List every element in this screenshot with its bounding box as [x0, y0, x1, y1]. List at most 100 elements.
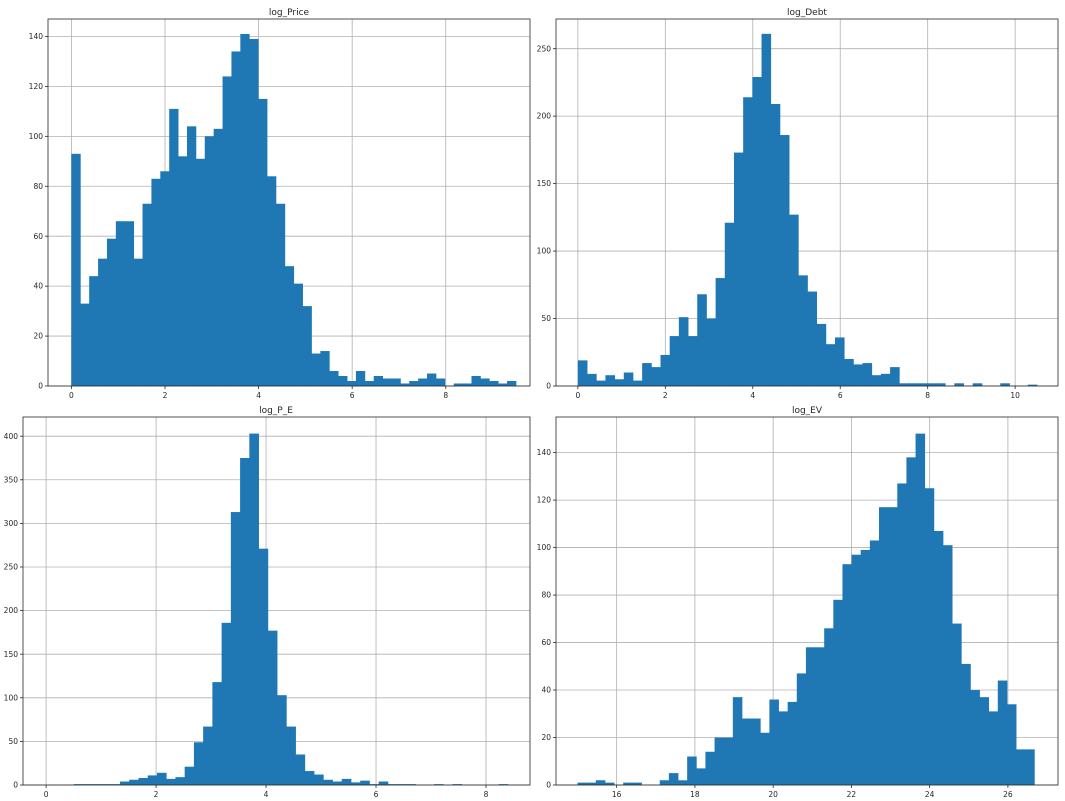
histogram-bar	[879, 507, 889, 785]
histogram-bar	[193, 742, 204, 785]
histogram-bar	[778, 711, 789, 785]
histogram-bar	[706, 318, 717, 386]
histogram-bar	[961, 663, 971, 785]
histogram-bar	[240, 457, 250, 785]
y-tick-label: 80	[541, 591, 551, 600]
histogram-bar	[364, 381, 375, 386]
y-tick-label: 140	[537, 448, 552, 457]
histogram-bar	[715, 278, 726, 386]
histogram-bar	[221, 622, 232, 785]
y-tick-label: 140	[29, 32, 44, 41]
histogram-bar	[805, 647, 816, 785]
panel-title: log_P_E	[259, 406, 293, 416]
histogram-bar	[275, 203, 286, 386]
panel-title: log_Debt	[787, 8, 827, 18]
histogram-bar	[890, 367, 900, 386]
histogram-bar	[897, 483, 907, 785]
histogram-bar	[350, 782, 361, 785]
histogram-bar	[723, 737, 734, 785]
histogram-bar	[166, 778, 176, 785]
histogram-bar	[341, 778, 352, 785]
histogram-bar	[860, 549, 871, 785]
histogram-bar	[668, 773, 679, 785]
histogram-bar	[397, 784, 407, 785]
histogram-bar	[926, 383, 937, 386]
histogram-bar	[906, 457, 916, 785]
histogram-bar	[587, 373, 597, 386]
x-tick-label: 4	[750, 391, 755, 400]
histogram-bar	[286, 726, 296, 785]
histogram-bar	[1016, 749, 1026, 785]
histogram-bar	[924, 488, 935, 785]
y-tick-label: 60	[541, 638, 551, 647]
histogram-bar	[596, 380, 606, 386]
histogram-bar	[80, 303, 90, 386]
histogram-bar	[908, 383, 919, 386]
y-tick-label: 80	[33, 182, 43, 191]
x-tick-label: 8	[484, 790, 489, 799]
histogram-bar	[970, 690, 980, 785]
histogram-bar	[687, 756, 697, 785]
histogram-bar	[595, 780, 606, 785]
histogram-bar	[213, 128, 223, 386]
x-tick-label: 8	[443, 391, 448, 400]
histogram-bar	[129, 779, 139, 785]
histogram-bar	[391, 378, 401, 386]
histogram-bar	[705, 751, 715, 785]
histogram-bar	[651, 367, 661, 386]
histogram-bar	[952, 623, 962, 785]
histogram-bar	[387, 784, 398, 785]
histogram-bar	[212, 682, 223, 785]
x-tick-label: 4	[256, 391, 261, 400]
histogram-bar	[869, 540, 880, 785]
histogram-bar	[933, 530, 944, 785]
histogram-bar	[409, 381, 419, 386]
histogram-bar	[714, 737, 725, 785]
y-tick-label: 20	[33, 332, 43, 341]
histogram-bar	[954, 383, 964, 386]
y-tick-label: 40	[33, 282, 43, 291]
x-tick-label: 20	[768, 790, 778, 799]
axes-frame	[555, 18, 1059, 387]
histogram-bar	[696, 768, 706, 785]
histogram-bar	[614, 379, 625, 386]
histogram-bar	[816, 323, 827, 386]
histogram-bar	[796, 673, 807, 785]
y-tick-label: 200	[4, 606, 19, 615]
y-tick-label: 0	[13, 781, 18, 790]
histogram-bar	[724, 222, 735, 386]
histogram-bar	[642, 363, 652, 386]
panel-log-ev: log_EV 16 18 20 22 24 26 0 20 40 60 80 100 120 140	[537, 406, 1059, 799]
y-tick-label: 400	[4, 432, 19, 441]
histogram-bar	[688, 336, 698, 386]
histogram-bar	[369, 784, 380, 785]
histogram-bar	[862, 363, 873, 386]
histogram-bar	[844, 359, 854, 386]
x-tick-label: 2	[154, 790, 159, 799]
y-tick-label: 100	[29, 132, 44, 141]
histogram-bar	[178, 156, 188, 386]
histogram-bar	[604, 782, 615, 785]
histogram-bar	[240, 33, 250, 387]
histogram-bar	[142, 203, 152, 386]
histogram-bar	[935, 383, 946, 386]
histogram-bar	[175, 777, 186, 785]
histogram-bar	[71, 153, 81, 386]
histogram-bar	[733, 152, 744, 386]
x-tick-label: 18	[690, 790, 700, 799]
histogram-bar	[769, 699, 779, 785]
histogram-bar	[761, 33, 772, 386]
histogram-bar	[577, 782, 588, 785]
histogram-bar	[284, 266, 295, 386]
histogram-bar	[92, 784, 102, 785]
histogram-bar	[418, 378, 428, 386]
histogram-bar	[323, 779, 333, 785]
histogram-bar	[815, 647, 825, 785]
histogram-bar	[138, 778, 149, 785]
histogram-bar	[489, 381, 499, 386]
x-tick-label: 4	[264, 790, 269, 799]
histogram-bar	[760, 732, 770, 785]
histogram-bar	[498, 383, 508, 386]
